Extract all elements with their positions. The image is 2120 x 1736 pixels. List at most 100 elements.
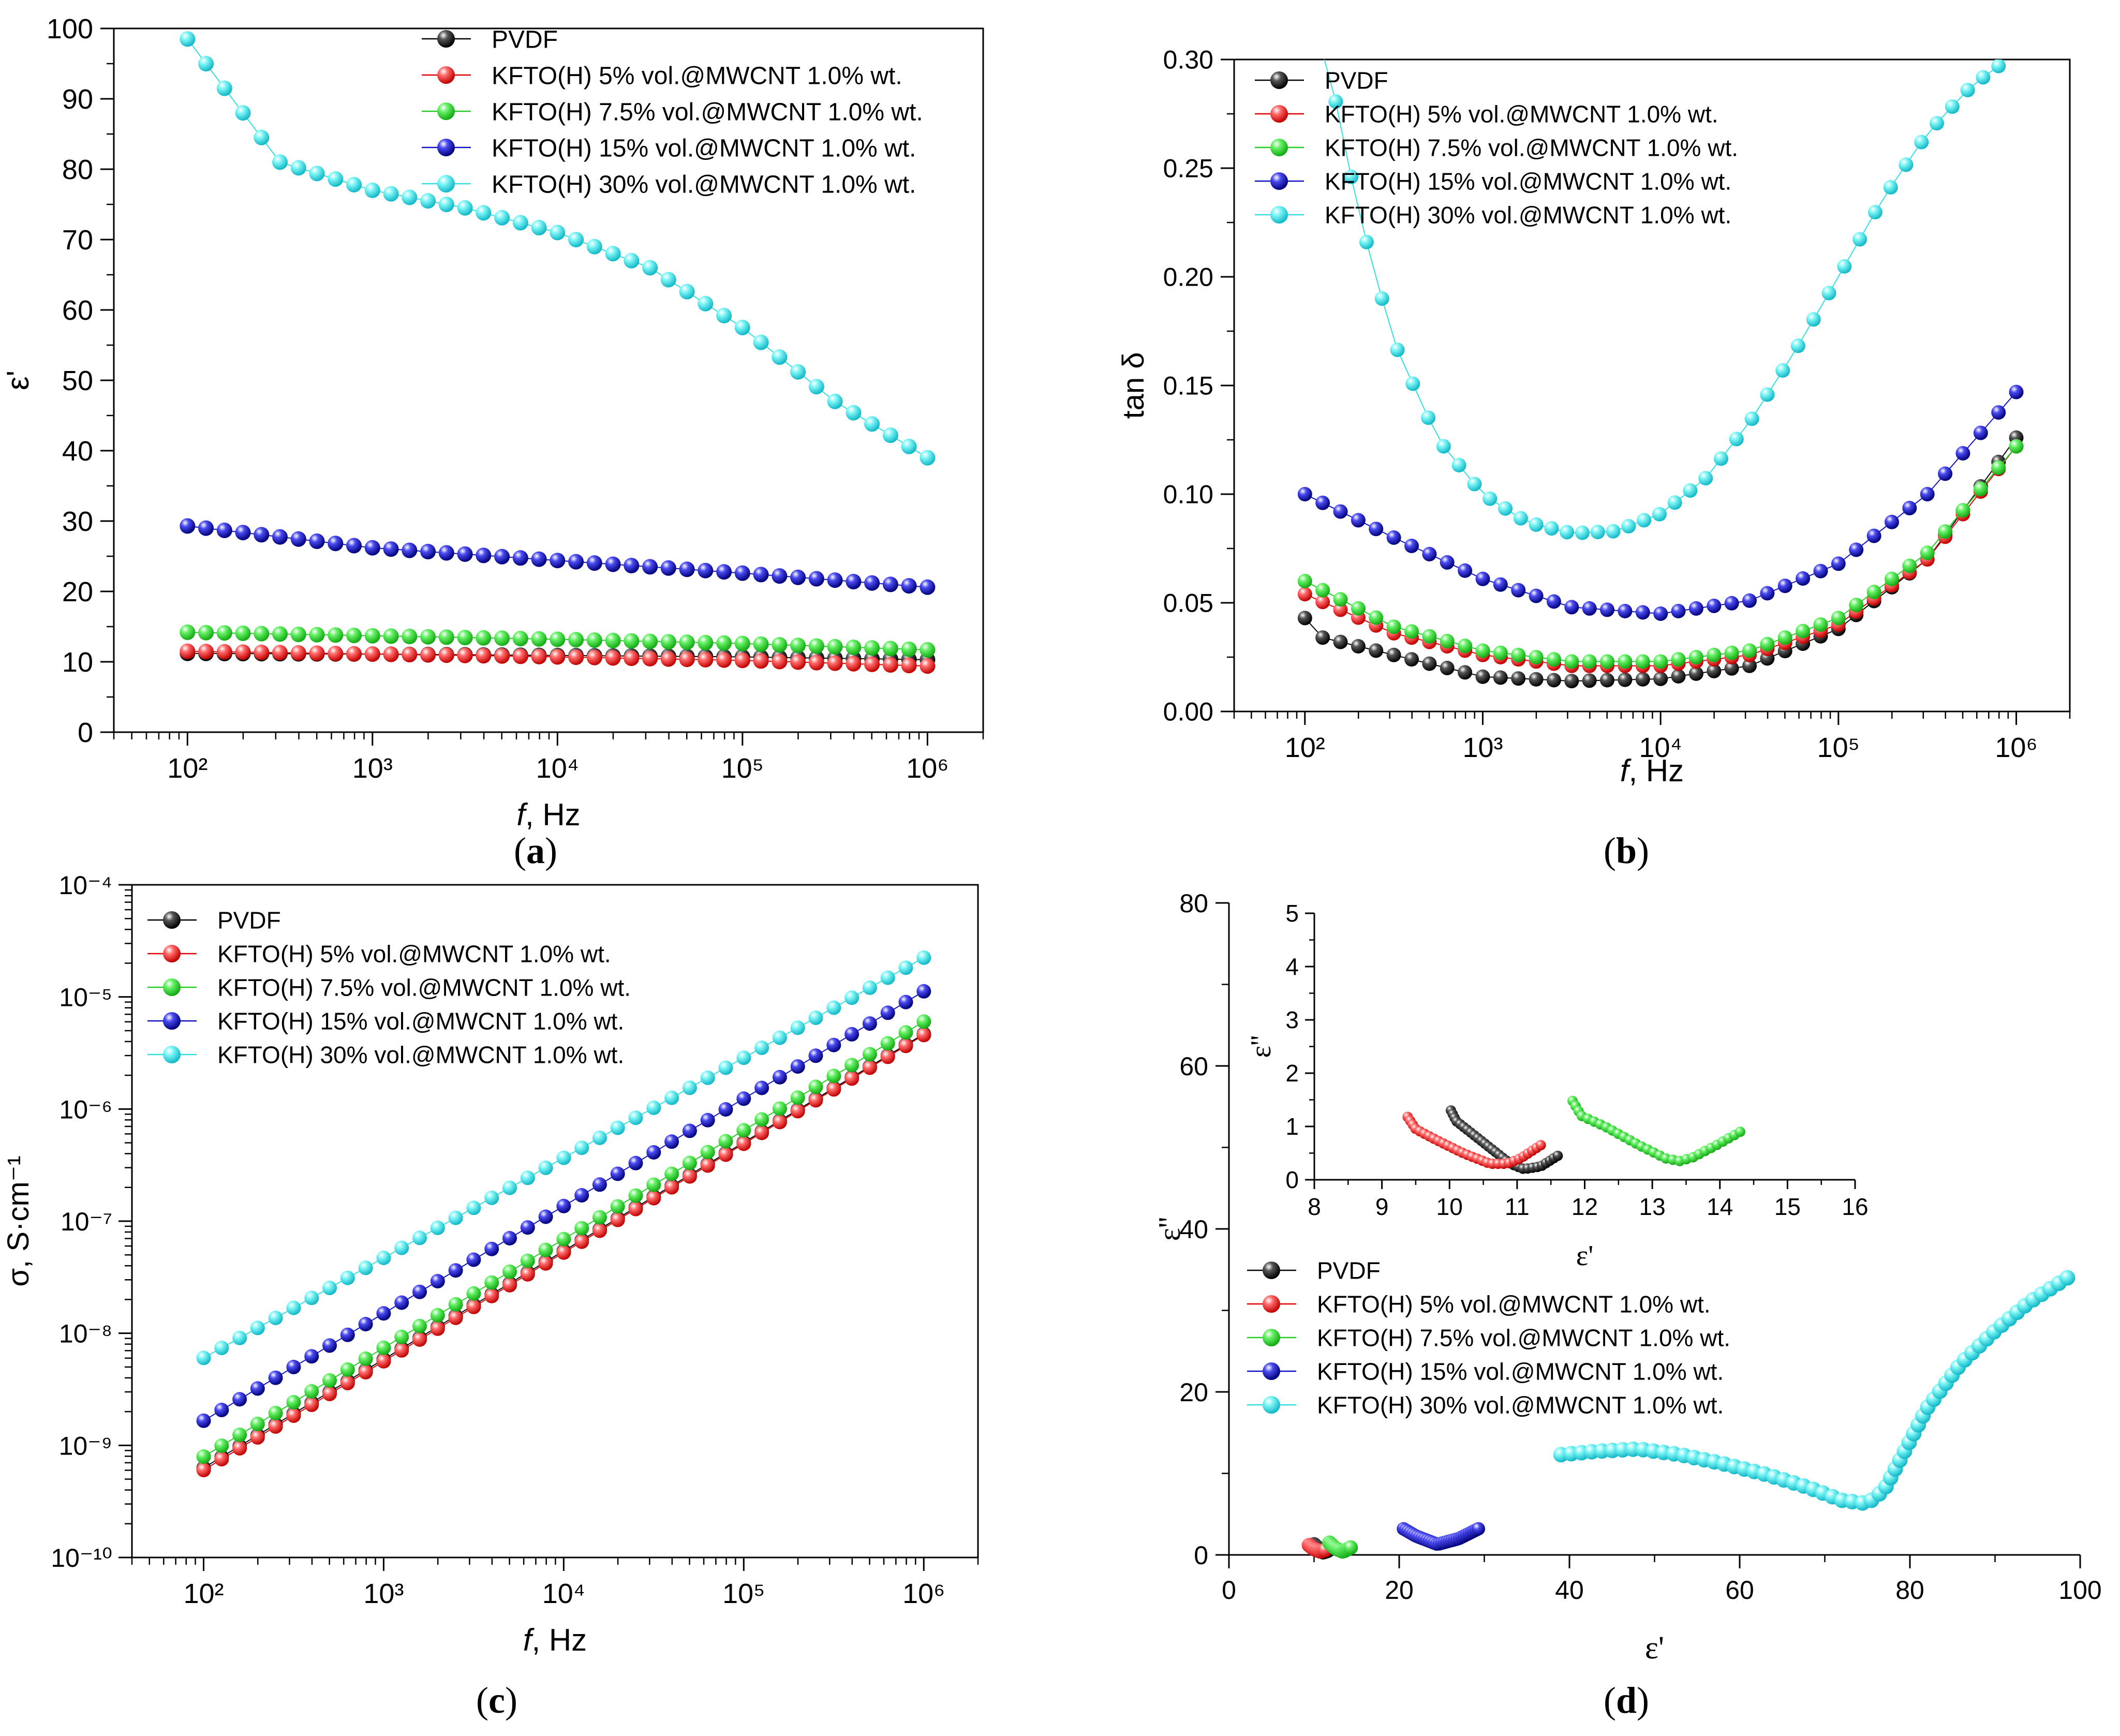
data-point-k30 xyxy=(646,1100,661,1115)
data-point-k5 xyxy=(304,1397,319,1412)
data-point-k75 xyxy=(920,642,936,658)
series-line-k30 xyxy=(1324,60,1999,533)
data-point-k5 xyxy=(358,1364,373,1379)
data-point-k75 xyxy=(328,627,344,643)
data-point-k5 xyxy=(734,652,750,669)
data-point-k30 xyxy=(718,1060,733,1075)
y-tick-label: 80 xyxy=(62,154,93,185)
y-tick-label: 0 xyxy=(1194,1541,1208,1570)
data-point-k75 xyxy=(309,627,325,643)
y-axis-label: tan δ xyxy=(1117,352,1150,419)
data-point-k75 xyxy=(412,1318,427,1333)
data-point-k30 xyxy=(198,56,214,71)
data-point-k30 xyxy=(628,1110,643,1125)
data-point-k75 xyxy=(679,634,695,650)
data-point-k75 xyxy=(2009,439,2024,454)
data-point-k15 xyxy=(716,564,732,580)
y-tick-label: 0.20 xyxy=(1163,263,1213,292)
x-tick-label: 10⁴ xyxy=(536,753,579,784)
data-point-k15 xyxy=(1938,466,1953,481)
data-point-k5 xyxy=(646,1191,661,1206)
legend-label: KFTO(H) 15% vol.@MWCNT 1.0% wt. xyxy=(217,1008,624,1035)
legend-label: KFTO(H) 5% vol.@MWCNT 1.0% wt. xyxy=(1325,101,1718,128)
data-point-k5 xyxy=(698,651,714,667)
data-point-k5 xyxy=(235,644,251,660)
data-point-k5 xyxy=(736,1136,751,1151)
data-point-k75 xyxy=(268,1405,283,1420)
data-point-k75 xyxy=(846,640,862,655)
data-point-k15 xyxy=(1688,601,1703,616)
data-point-k75 xyxy=(1902,558,1917,573)
data-point-k15 xyxy=(568,554,584,570)
inset-x-tick-label: 8 xyxy=(1308,1193,1321,1220)
data-point-k15 xyxy=(376,1306,391,1321)
data-point-k75 xyxy=(1564,654,1579,669)
data-point-k75 xyxy=(1493,645,1508,660)
data-point-k5 xyxy=(1315,595,1330,610)
panel-b: 10² 10³ 10⁴ 10⁵ 10⁶ 0.00 0.05 0.10 0.15 0.20 0.25 0… xyxy=(1117,46,2071,871)
data-point-k15 xyxy=(772,1070,787,1085)
y-tick-label: 10⁻⁸ xyxy=(59,1319,112,1348)
legend-marker xyxy=(1263,1329,1280,1346)
data-point-k75 xyxy=(420,629,436,645)
data-point-k75 xyxy=(1955,503,1970,518)
data-point-k5 xyxy=(610,1212,625,1227)
data-point-k30 xyxy=(254,129,270,145)
data-point-k30 xyxy=(457,200,473,216)
data-point-k75 xyxy=(383,628,399,644)
data-point-k30 xyxy=(358,1260,373,1275)
y-axis-label: ε' xyxy=(1,370,35,390)
data-point-k5 xyxy=(254,644,270,660)
data-point-k30 xyxy=(1775,363,1790,378)
data-point-k30 xyxy=(1498,501,1513,516)
data-point-k30 xyxy=(376,1251,391,1265)
data-point-k30 xyxy=(1991,60,2006,73)
data-point-k30 xyxy=(550,225,566,241)
legend-marker xyxy=(163,1046,181,1063)
data-point-k75 xyxy=(180,624,196,640)
data-point-k15 xyxy=(254,527,270,543)
x-tick-label: 0 xyxy=(1222,1576,1236,1605)
data-point-k15 xyxy=(605,556,621,572)
data-point-k15 xyxy=(364,540,380,556)
data-point-k15 xyxy=(882,576,898,592)
legend-marker xyxy=(1270,105,1288,123)
data-point-k75 xyxy=(476,630,492,646)
legend-marker xyxy=(437,139,455,156)
data-point-k30 xyxy=(1930,116,1944,131)
y-tick-label: 40 xyxy=(1179,1215,1208,1244)
panel-c-label: (c) xyxy=(476,1680,517,1721)
data-point-k15 xyxy=(309,533,325,549)
data-point-k5 xyxy=(457,647,473,663)
y-tick-label: 80 xyxy=(1179,889,1208,918)
data-point-k5 xyxy=(420,647,436,663)
data-point-k75 xyxy=(1333,592,1348,607)
data-point-k5 xyxy=(531,648,547,664)
data-point-k75 xyxy=(1760,636,1775,651)
data-point-k75 xyxy=(1707,647,1722,662)
data-point-k30 xyxy=(394,1240,409,1255)
data-point-k5 xyxy=(438,647,454,663)
data-point-k5 xyxy=(272,645,288,661)
data-point-k15 xyxy=(734,565,750,581)
data-point-k30 xyxy=(790,364,806,380)
data-point-k15 xyxy=(304,1349,319,1364)
data-point-k15 xyxy=(1315,495,1330,510)
data-point-k5 xyxy=(550,649,566,665)
x-tick-label: 10⁵ xyxy=(1817,732,1860,763)
inset-x-tick-label: 11 xyxy=(1505,1193,1530,1220)
data-point-k15 xyxy=(272,529,288,545)
data-point-k30 xyxy=(605,246,621,262)
data-point-k30 xyxy=(1467,477,1482,492)
data-point-k5 xyxy=(538,1256,553,1271)
data-point-k75 xyxy=(898,1025,913,1040)
data-point-k30 xyxy=(512,215,528,231)
data-point-k15 xyxy=(736,1091,751,1106)
data-point-k30 xyxy=(1883,180,1898,195)
x-tick-label: 20 xyxy=(1385,1576,1414,1605)
data-point-k15 xyxy=(180,518,196,534)
data-point-k5 xyxy=(679,651,695,667)
legend-marker xyxy=(1270,206,1288,224)
inset-x-tick-label: 12 xyxy=(1572,1193,1598,1220)
legend-marker xyxy=(1263,1295,1280,1313)
